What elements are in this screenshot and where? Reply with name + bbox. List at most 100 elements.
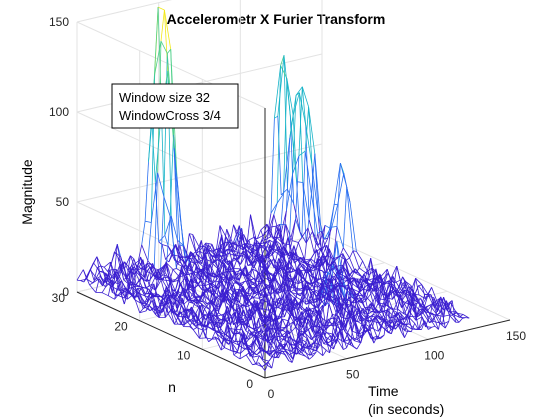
surface-mesh-segment — [233, 288, 241, 291]
surface-mesh-segment — [340, 316, 348, 320]
surface-mesh-segment — [288, 276, 296, 282]
surface-mesh-segment — [271, 328, 279, 337]
surface-mesh-segment — [252, 268, 257, 282]
surface-mesh-segment — [202, 313, 209, 318]
surface-mesh-segment — [169, 279, 176, 282]
surface-mesh-segment — [419, 304, 427, 313]
surface-mesh-segment — [350, 344, 358, 350]
surface-mesh-segment — [345, 307, 353, 328]
surface-mesh-segment — [294, 287, 301, 290]
surface-mesh-segment — [262, 239, 270, 257]
surface-mesh-segment — [171, 251, 179, 265]
surface-mesh-segment — [343, 347, 347, 350]
surface-mesh-segment — [174, 259, 182, 264]
surface-mesh-segment — [328, 279, 336, 282]
surface-mesh-segment — [349, 257, 357, 274]
surface-mesh-segment — [400, 297, 408, 310]
surface-mesh-segment — [276, 65, 281, 204]
surface-mesh-segment — [128, 293, 136, 298]
surface-mesh-segment — [229, 241, 237, 250]
surface-mesh-segment — [409, 311, 417, 321]
surface-mesh-segment — [271, 247, 279, 252]
surface-mesh-segment — [169, 216, 177, 269]
surface-mesh-segment — [98, 278, 106, 288]
surface-mesh-segment — [218, 332, 226, 341]
surface-mesh-segment — [370, 306, 375, 313]
surface-mesh-segment — [418, 309, 426, 327]
surface-mesh-segment — [310, 258, 318, 265]
surface-mesh-segment — [238, 281, 245, 285]
surface-mesh-segment — [201, 303, 209, 316]
surface-mesh-segment — [198, 284, 205, 287]
surface-mesh-segment — [296, 264, 304, 272]
surface-mesh-segment — [408, 286, 416, 295]
surface-mesh-segment — [296, 306, 301, 327]
surface-mesh-segment — [274, 351, 279, 359]
surface-mesh-segment — [210, 314, 218, 317]
surface-mesh-segment — [350, 316, 357, 323]
surface-mesh-segment — [380, 309, 388, 313]
surface-mesh-segment — [324, 340, 331, 347]
surface-mesh-segment — [326, 350, 330, 354]
surface-mesh-segment — [295, 219, 303, 238]
surface-mesh-segment — [277, 250, 285, 267]
surface-mesh-segment — [186, 268, 194, 282]
surface-mesh-segment — [213, 303, 220, 308]
surface-mesh-segment — [253, 297, 260, 299]
surface-mesh-segment — [178, 310, 185, 316]
surface-mesh-segment — [285, 351, 293, 363]
surface-mesh-segment — [344, 331, 352, 338]
surface-mesh-segment — [194, 321, 202, 325]
surface-mesh-segment — [299, 281, 307, 296]
surface-mesh-segment — [288, 297, 296, 311]
surface-mesh-segment — [304, 106, 309, 152]
surface-mesh-segment — [377, 335, 381, 339]
surface-mesh-segment — [458, 318, 463, 323]
surface-mesh-segment — [90, 256, 98, 270]
surface-mesh-segment — [362, 260, 370, 275]
surface-mesh-segment — [282, 330, 290, 335]
surface-mesh-segment — [219, 225, 227, 238]
surface-mesh-segment — [192, 264, 197, 282]
surface-mesh-segment — [234, 351, 241, 354]
surface-mesh-segment — [405, 330, 412, 333]
surface-mesh-segment — [144, 161, 149, 222]
surface-mesh-segment — [316, 329, 324, 349]
surface-mesh-segment — [89, 282, 94, 286]
surface-mesh-segment — [255, 280, 263, 283]
surface-mesh-segment — [175, 270, 183, 280]
surface-mesh-segment — [316, 269, 323, 272]
surface-mesh-segment — [242, 321, 250, 330]
surface-mesh-segment — [134, 299, 141, 304]
surface-mesh-segment — [291, 302, 299, 312]
surface-mesh-segment — [351, 276, 359, 284]
surface-mesh-segment — [209, 250, 217, 257]
surface-mesh-segment — [197, 303, 202, 321]
surface-mesh-segment — [342, 247, 350, 259]
surface-mesh-segment — [168, 276, 176, 292]
surface-mesh-segment — [302, 287, 310, 302]
surface-mesh-segment — [161, 244, 169, 247]
surface-mesh-segment — [112, 286, 120, 291]
surface-mesh-segment — [384, 278, 391, 286]
surface-mesh-segment — [336, 163, 341, 227]
surface-mesh-segment — [230, 341, 238, 352]
surface-mesh-segment — [319, 258, 327, 274]
surface-mesh-segment — [306, 265, 314, 269]
surface-mesh-segment — [265, 274, 273, 282]
surface-mesh-segment — [372, 320, 380, 324]
surface-mesh-segment — [163, 280, 171, 300]
surface-mesh-segment — [357, 273, 365, 288]
surface-mesh-segment — [306, 281, 314, 301]
surface-mesh-segment — [268, 319, 276, 338]
surface-mesh-segment — [170, 215, 178, 241]
surface-mesh-segment — [199, 337, 206, 339]
surface-mesh-segment — [141, 221, 146, 245]
surface-mesh-segment — [231, 258, 238, 263]
surface-mesh-segment — [187, 289, 195, 298]
surface-mesh-segment — [423, 296, 428, 308]
surface-mesh-segment — [194, 262, 202, 272]
surface-mesh-segment — [360, 285, 367, 292]
surface-mesh-segment — [273, 202, 278, 215]
surface-mesh-segment — [265, 249, 273, 256]
